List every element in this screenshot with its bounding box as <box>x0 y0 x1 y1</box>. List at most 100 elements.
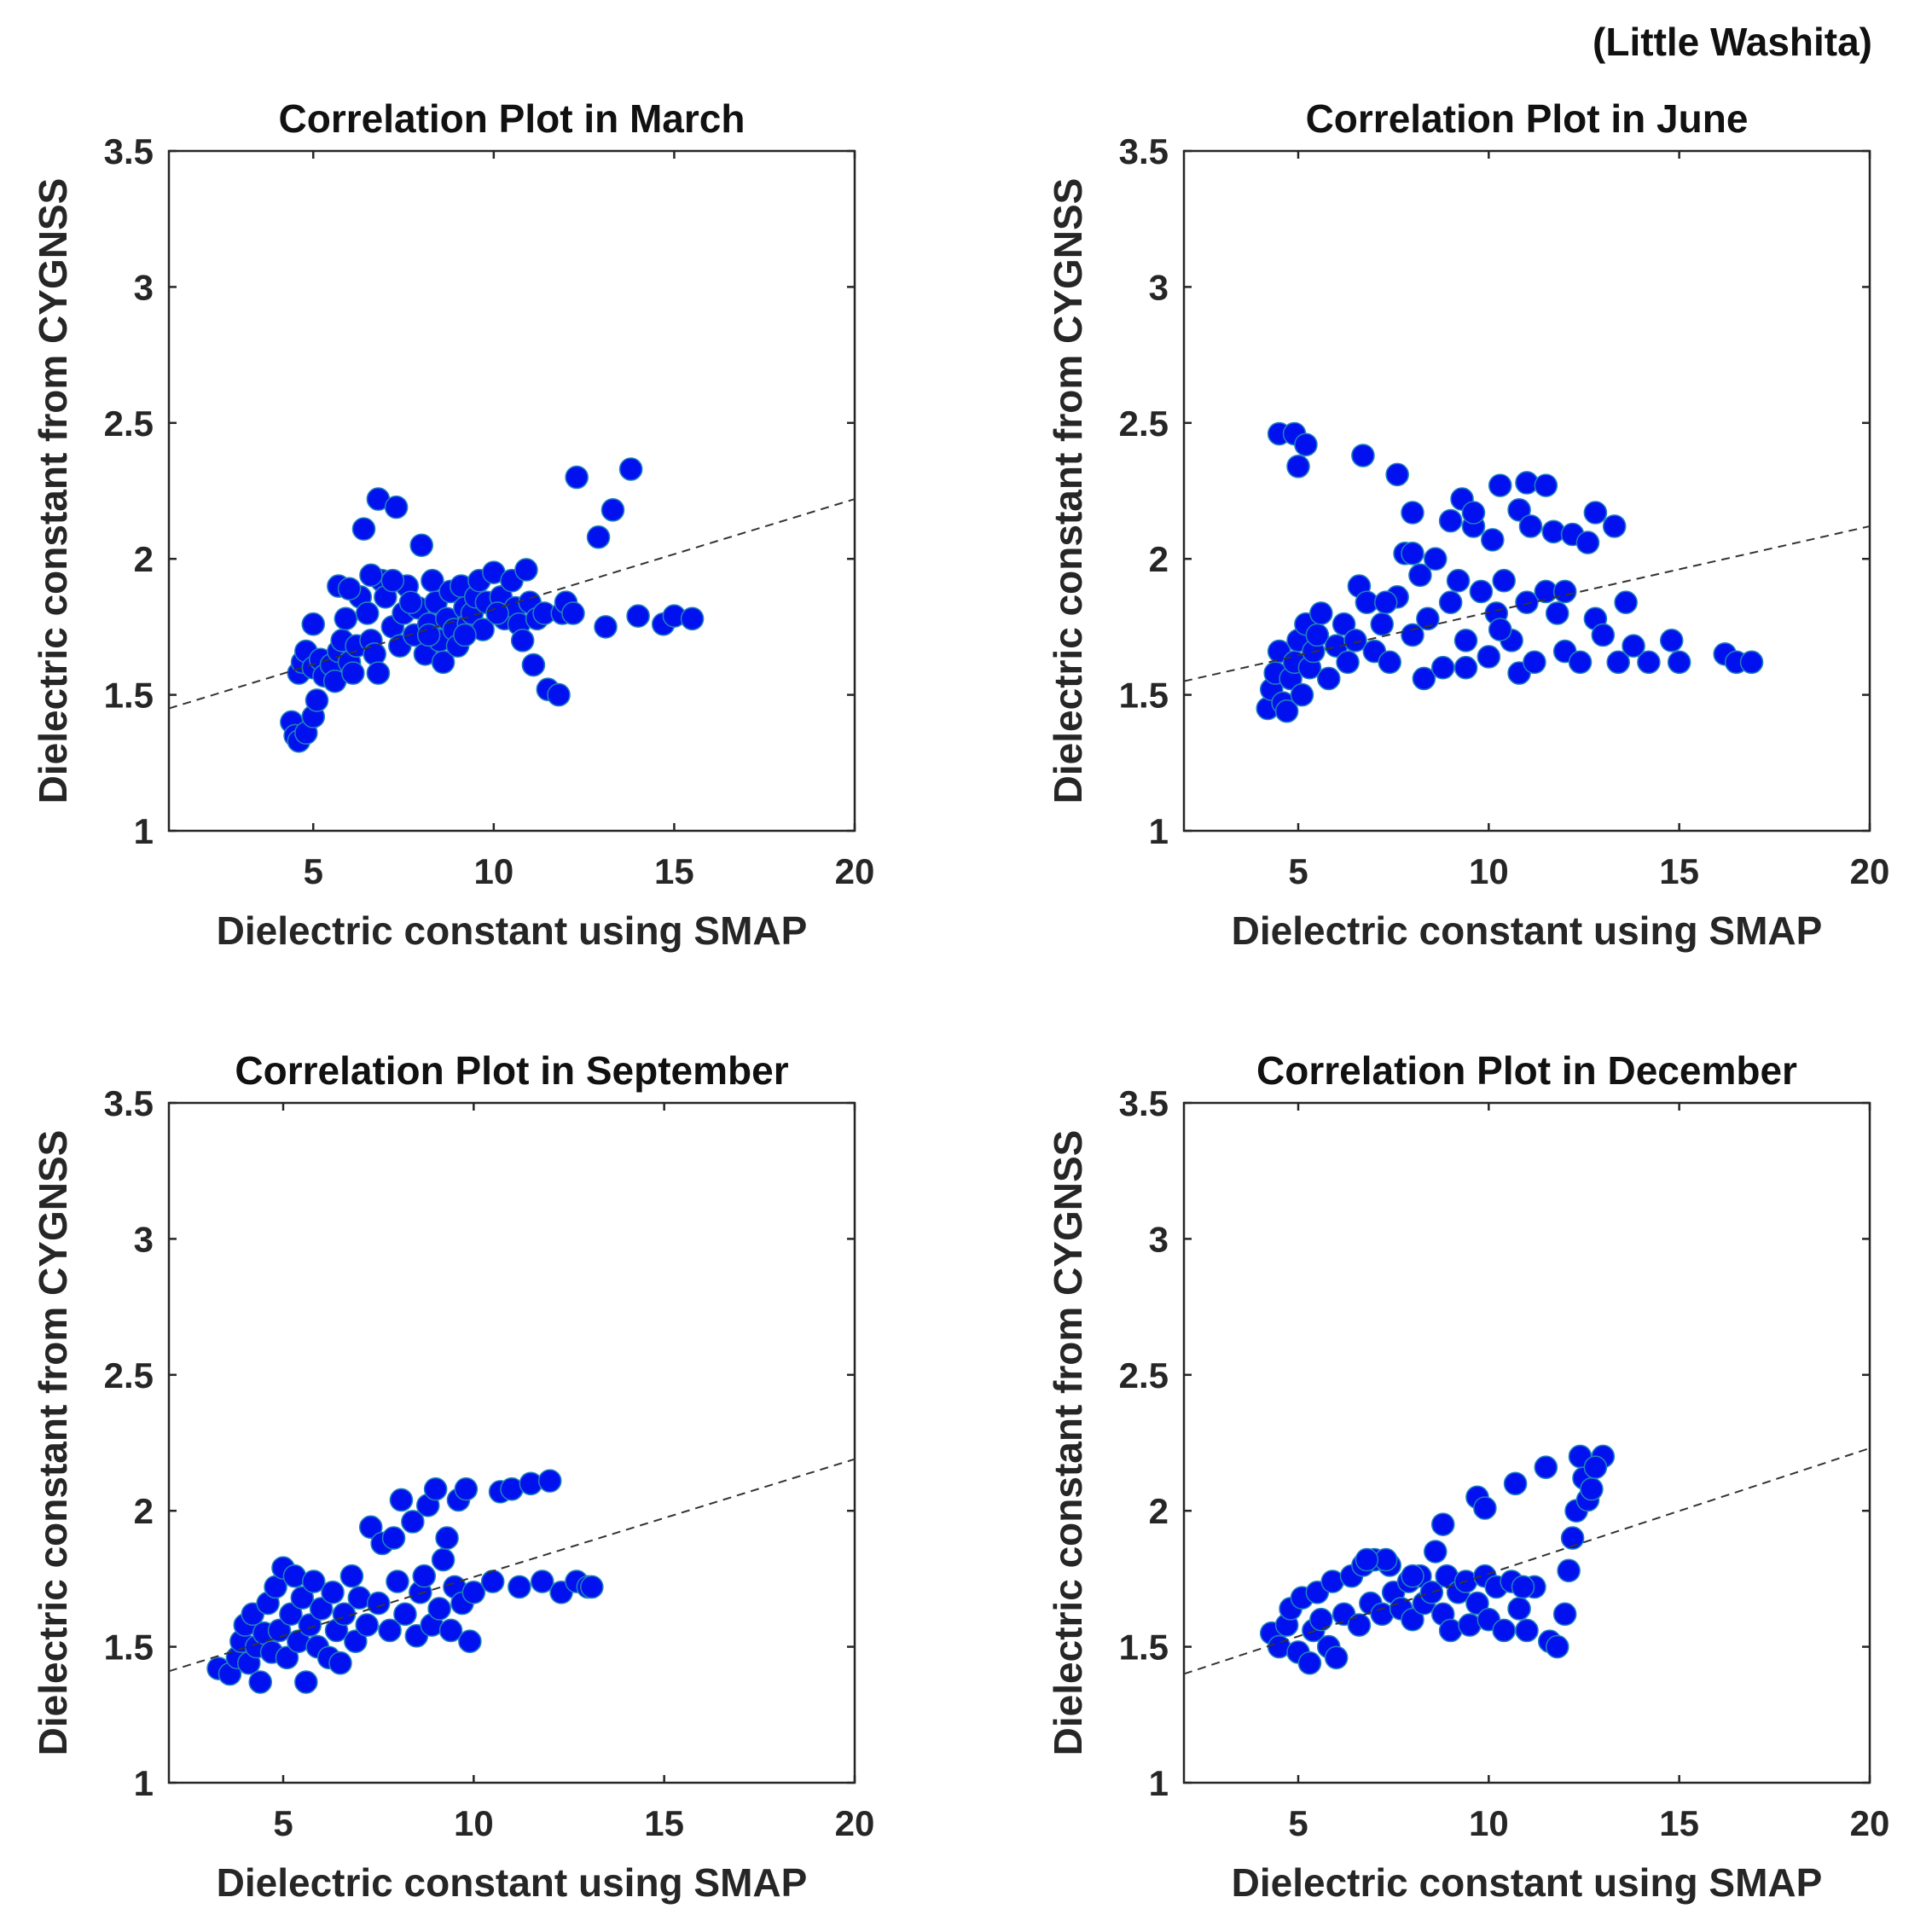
data-point <box>1557 1558 1581 1583</box>
data-point <box>454 1477 479 1501</box>
data-point <box>1492 568 1516 593</box>
data-point <box>384 495 409 519</box>
data-point <box>1336 650 1360 675</box>
data-point <box>1515 590 1539 615</box>
data-point <box>359 563 383 588</box>
data-point <box>680 606 705 631</box>
data-point <box>393 1602 417 1627</box>
x-tick-label: 5 <box>1288 1803 1308 1843</box>
data-point <box>431 1547 455 1572</box>
x-axis-label: Dielectric constant using SMAP <box>1232 1860 1823 1905</box>
y-tick-label: 3 <box>134 1219 154 1259</box>
data-point <box>293 1670 318 1694</box>
data-point <box>279 1602 303 1627</box>
x-tick-label: 10 <box>1469 1803 1509 1843</box>
x-tick-label: 10 <box>1469 851 1509 891</box>
data-point <box>398 590 423 615</box>
data-point <box>510 629 535 653</box>
data-point <box>301 612 326 636</box>
x-tick-label: 5 <box>304 851 323 891</box>
data-point <box>427 1597 451 1621</box>
fit-line <box>1183 525 1871 682</box>
data-point <box>1401 1564 1424 1588</box>
data-point <box>626 604 650 628</box>
data-point <box>309 1597 334 1621</box>
data-point <box>409 533 434 558</box>
data-point <box>618 457 643 481</box>
data-point <box>1659 629 1684 653</box>
data-point <box>386 1569 409 1593</box>
data-point <box>1583 1455 1608 1479</box>
chart-title: Correlation Plot in September <box>235 1048 788 1093</box>
data-point <box>1424 1540 1448 1564</box>
x-axis-label: Dielectric constant using SMAP <box>217 1860 808 1905</box>
data-point <box>321 1581 345 1604</box>
data-point <box>1412 666 1436 691</box>
data-point <box>1523 650 1546 675</box>
data-point <box>1552 1602 1577 1627</box>
data-point <box>1430 1512 1455 1536</box>
data-point <box>600 498 625 522</box>
scatter-panel-2: 5 10 15 20 1 1.5 2 2.5 3 3.5 Correlation Plot in J… <box>1046 96 1889 953</box>
y-tick-label: 2.5 <box>1119 1355 1169 1395</box>
data-point <box>1488 618 1512 641</box>
y-tick-label: 1.5 <box>1119 676 1169 716</box>
data-point <box>1511 1575 1535 1599</box>
data-point <box>1438 508 1463 533</box>
x-tick-label: 15 <box>1659 1803 1699 1843</box>
data-point <box>389 1488 414 1512</box>
data-point <box>485 601 509 625</box>
data-point <box>1568 650 1593 675</box>
y-tick-label: 2.5 <box>104 403 154 444</box>
x-tick-label: 10 <box>454 1803 494 1843</box>
data-point <box>1309 1607 1333 1632</box>
data-point <box>1614 590 1638 615</box>
data-point <box>1401 623 1424 647</box>
y-tick-label: 1 <box>134 1763 154 1803</box>
figure-note: (Little Washita) <box>1593 20 1872 64</box>
data-point <box>355 601 380 625</box>
data-point <box>298 1613 322 1637</box>
data-point <box>416 623 441 647</box>
data-point <box>1401 501 1424 525</box>
data-point <box>1667 650 1691 675</box>
y-tick-label: 3.5 <box>104 131 154 171</box>
data-point <box>1518 514 1543 538</box>
data-point <box>1552 579 1577 604</box>
data-point <box>334 606 358 631</box>
data-point <box>1545 601 1569 625</box>
data-point <box>412 1564 437 1588</box>
x-tick-label: 20 <box>1850 851 1890 891</box>
data-point <box>1316 666 1341 691</box>
data-point <box>351 517 376 541</box>
data-point <box>1408 563 1432 588</box>
data-point <box>435 1526 459 1550</box>
x-axis-label: Dielectric constant using SMAP <box>217 908 808 953</box>
data-point <box>1297 1651 1322 1675</box>
data-point <box>453 623 477 647</box>
x-tick-label: 10 <box>473 851 513 891</box>
data-point <box>1461 501 1486 525</box>
y-tick-label: 1 <box>1149 811 1169 851</box>
data-point <box>1591 623 1616 647</box>
y-tick-label: 3 <box>1149 1219 1169 1259</box>
data-point <box>438 1618 463 1643</box>
data-point <box>363 641 387 666</box>
data-point <box>594 615 618 639</box>
x-tick-label: 15 <box>1659 851 1699 891</box>
chart-title: Correlation Plot in June <box>1306 96 1749 141</box>
data-point <box>1622 634 1645 659</box>
data-point <box>301 1569 326 1593</box>
data-point <box>305 688 329 712</box>
y-tick-label: 1.5 <box>1119 1627 1169 1668</box>
data-point <box>1465 1591 1489 1616</box>
data-point <box>1606 650 1630 675</box>
data-point <box>378 1618 402 1643</box>
data-point <box>1294 432 1318 457</box>
data-point <box>1481 528 1505 552</box>
data-point <box>1637 650 1661 675</box>
y-tick-label: 1.5 <box>104 676 154 716</box>
data-point <box>1583 501 1608 525</box>
